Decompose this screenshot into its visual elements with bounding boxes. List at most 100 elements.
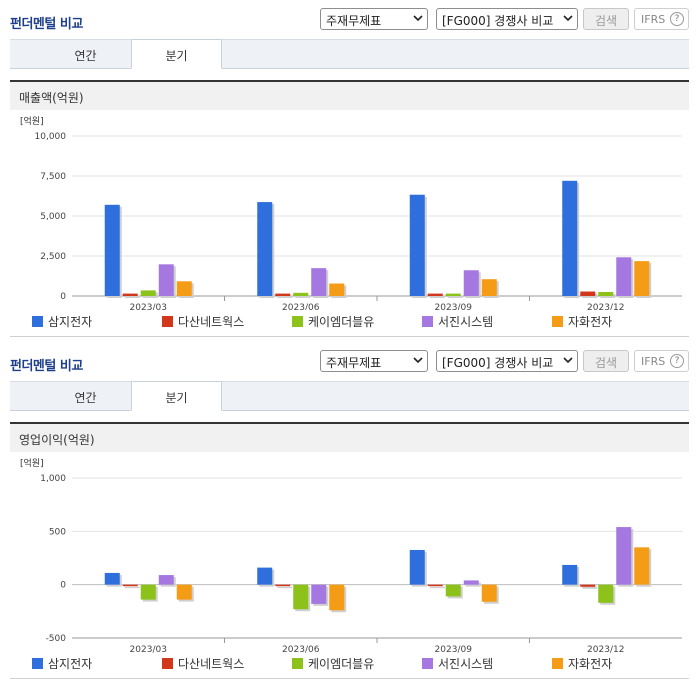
bar: [158, 575, 174, 585]
bar: [598, 292, 614, 296]
revenue-chart: [억원] 0 2,500 5,000 7,500 10,000 2023/03 2023/06…: [20, 115, 682, 310]
metric-title: 영업이익(억원): [10, 422, 689, 452]
panel-header: 펀더멘털 비교 주재무제표 [FG000] 경쟁사 비교 검색 IFRS ?: [0, 342, 696, 378]
bar-shadow: [124, 295, 140, 298]
bar: [176, 584, 192, 600]
legend-swatch: [162, 316, 173, 327]
chevron-down-icon: [563, 357, 573, 364]
legend-swatch: [292, 316, 303, 327]
legend-label: 케이엠더블유: [308, 315, 375, 329]
x-tick-label: 2023/06: [282, 303, 320, 310]
panel-title: 펀더멘털 비교: [10, 17, 83, 32]
peer-group-select[interactable]: [FG000] 경쟁사 비교: [436, 350, 578, 372]
bar-shadow: [582, 586, 598, 589]
x-tick-label: 2023/12: [587, 303, 624, 310]
bar: [104, 572, 120, 585]
panel-operating-profit: 펀더멘털 비교 주재무제표 [FG000] 경쟁사 비교 검색 IFRS ? 연…: [0, 342, 696, 684]
bar-shadow: [277, 295, 293, 298]
tab-annual[interactable]: 연간: [74, 391, 97, 405]
bar: [427, 293, 443, 296]
statement-select[interactable]: 주재무제표: [320, 8, 428, 30]
bar: [427, 584, 443, 587]
metric-title: 매출액(억원): [10, 80, 689, 110]
legend-item[interactable]: 자화전자: [552, 655, 612, 672]
legend-swatch: [422, 658, 433, 669]
bar: [616, 527, 632, 585]
y-tick-label: 0: [60, 292, 66, 302]
bar: [616, 257, 632, 296]
panel-header: 펀더멘털 비교 주재무제표 [FG000] 경쟁사 비교 검색 IFRS ?: [0, 0, 696, 36]
peer-group-select[interactable]: [FG000] 경쟁사 비교: [436, 8, 578, 30]
y-tick-label: 7,500: [40, 172, 66, 182]
help-icon[interactable]: ?: [670, 354, 684, 368]
bar: [580, 291, 596, 296]
help-icon[interactable]: ?: [670, 12, 684, 26]
legend-item[interactable]: 케이엠더블유: [292, 655, 374, 672]
legend-label: 서진시스템: [438, 657, 494, 671]
y-tick-label: 0: [60, 581, 66, 591]
bar: [176, 281, 192, 296]
legend-label: 케이엠더블유: [308, 657, 375, 671]
legend-swatch: [32, 658, 43, 669]
bar: [634, 261, 650, 296]
peer-group-select-value: [FG000] 경쟁사 비교: [442, 356, 554, 370]
unit-label: [억원]: [20, 457, 44, 469]
bar: [481, 584, 497, 602]
bar-shadow: [295, 294, 311, 298]
y-tick-label: 1,000: [40, 474, 66, 484]
x-tick-label: 2023/03: [130, 645, 167, 654]
tab-annual[interactable]: 연간: [74, 49, 97, 63]
x-tick-label: 2023/03: [130, 303, 167, 310]
legend-item[interactable]: 다산네트웍스: [162, 655, 244, 672]
legend-item[interactable]: 서진시스템: [422, 313, 493, 330]
legend-item[interactable]: 자화전자: [552, 313, 612, 330]
bar: [634, 547, 650, 585]
legend-swatch: [162, 658, 173, 669]
legend-label: 서진시스템: [438, 315, 494, 329]
bar: [275, 293, 291, 296]
bar: [293, 584, 309, 610]
legend-label: 다산네트웍스: [178, 657, 245, 671]
statement-select-value: 주재무제표: [326, 14, 382, 28]
x-tick-label: 2023/09: [435, 645, 473, 654]
bar-shadow: [429, 586, 445, 589]
divider: [10, 336, 689, 337]
legend-item[interactable]: 삼지전자: [32, 313, 92, 330]
bar-shadow: [124, 586, 140, 589]
panel-revenue: 펀더멘털 비교 주재무제표 [FG000] 경쟁사 비교 검색 IFRS ? 연…: [0, 0, 696, 338]
bar: [275, 584, 291, 587]
bar: [329, 283, 345, 296]
bar: [463, 270, 479, 296]
operating-profit-chart: [억원] -500 0 500 1,000 2023/03 2023/06 2023/09 20…: [20, 457, 682, 654]
bar: [562, 564, 578, 585]
bar: [445, 293, 461, 296]
tab-quarterly[interactable]: 분기: [131, 381, 222, 411]
bar: [158, 264, 174, 296]
ifrs-button[interactable]: IFRS ?: [634, 8, 689, 30]
bar: [445, 584, 461, 597]
bar-shadow: [277, 586, 293, 589]
chevron-down-icon: [563, 15, 573, 22]
search-button[interactable]: 검색: [583, 8, 629, 30]
period-tabs: 연간 분기: [10, 381, 689, 411]
ifrs-label: IFRS: [641, 355, 666, 368]
x-tick-label: 2023/12: [587, 645, 624, 654]
ifrs-button[interactable]: IFRS ?: [634, 350, 689, 372]
legend-label: 다산네트웍스: [178, 315, 245, 329]
statement-select[interactable]: 주재무제표: [320, 350, 428, 372]
search-button[interactable]: 검색: [583, 350, 629, 372]
bar: [409, 194, 425, 296]
legend-label: 자화전자: [568, 315, 613, 329]
bar: [329, 584, 345, 611]
y-tick-label: 500: [49, 527, 66, 537]
y-tick-label: 10,000: [35, 132, 67, 142]
tab-quarterly[interactable]: 분기: [131, 39, 222, 69]
legend-item[interactable]: 서진시스템: [422, 655, 493, 672]
bar: [562, 180, 578, 296]
bar: [580, 584, 596, 587]
legend-item[interactable]: 케이엠더블유: [292, 313, 374, 330]
divider: [10, 678, 689, 679]
legend-item[interactable]: 삼지전자: [32, 655, 92, 672]
legend-item[interactable]: 다산네트웍스: [162, 313, 244, 330]
bar: [311, 584, 327, 604]
